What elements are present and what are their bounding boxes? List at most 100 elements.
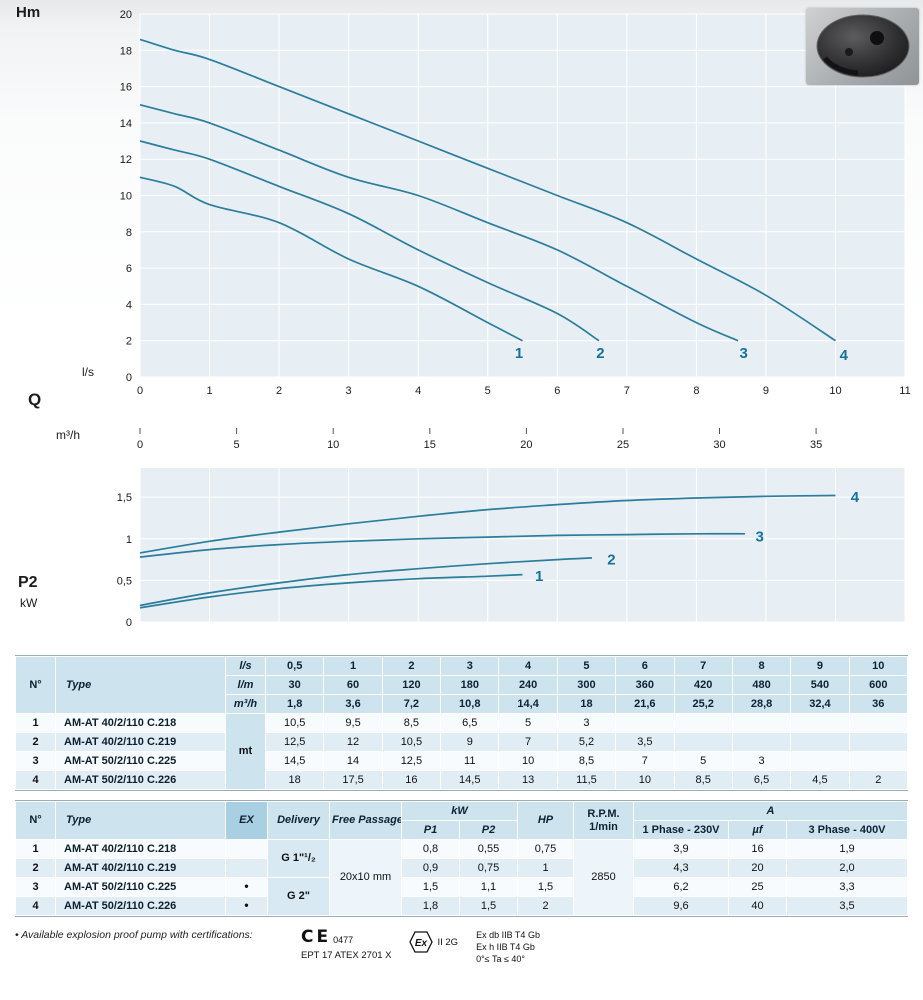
hp-value: 0,75 bbox=[517, 839, 574, 859]
col-header-type: Type bbox=[55, 656, 226, 714]
uf-value: 16 bbox=[728, 839, 787, 859]
header-row: m³/h 1,8 3,6 7,2 10,8 14,4 18 21,6 25,2 28,8 32,4 3… bbox=[16, 694, 909, 714]
curve-2 bbox=[139, 140, 600, 342]
header-row-2: P1 P2 1 Phase - 230V µf 3 Phase - 400V bbox=[16, 820, 908, 840]
y-tick-label: 14 bbox=[120, 118, 132, 130]
flow-header-value: 3 bbox=[440, 656, 500, 676]
flow-header-value: 4 bbox=[498, 656, 558, 676]
flow-header-value: 32,4 bbox=[790, 694, 850, 714]
free-passage-value: 20x10 mm bbox=[329, 839, 402, 916]
y-tick-label: 8 bbox=[126, 227, 132, 239]
flow-header-value: 420 bbox=[673, 675, 733, 695]
head-value: 4,5 bbox=[790, 770, 850, 790]
head-value: 10,5 bbox=[381, 732, 442, 752]
uf-value: 20 bbox=[728, 858, 787, 878]
curve-4 bbox=[139, 494, 836, 554]
atex-category: II 2G bbox=[437, 936, 459, 948]
secondary-x-tick-label: 5 bbox=[234, 439, 240, 451]
flow-header-value: 18 bbox=[556, 694, 617, 714]
curve-2 bbox=[139, 557, 593, 607]
head-value bbox=[790, 732, 850, 752]
head-value: 5 bbox=[498, 713, 558, 733]
curve-label-3: 3 bbox=[756, 528, 764, 545]
x-tick-label: 6 bbox=[554, 385, 560, 397]
y-tick-label: 0 bbox=[126, 372, 132, 384]
curve-label-4: 4 bbox=[851, 489, 860, 506]
phase3-current: 1,9 bbox=[786, 839, 908, 859]
x-tick-label: 5 bbox=[485, 385, 491, 397]
pump-impeller-photo bbox=[806, 8, 919, 85]
flow-header-value: 10 bbox=[848, 656, 909, 676]
x-axis-label-ls: l/s bbox=[82, 365, 94, 379]
row-number: 1 bbox=[15, 839, 56, 859]
y-axis-label-hm: Hm bbox=[16, 4, 41, 21]
col-header-kw: kW bbox=[401, 801, 518, 821]
col-header-3phase: 3 Phase - 400V bbox=[786, 820, 908, 840]
head-value: 16 bbox=[381, 770, 442, 790]
p1-value: 0,9 bbox=[401, 858, 460, 878]
head-value: 11 bbox=[440, 751, 500, 771]
flow-header-value: 14,4 bbox=[498, 694, 558, 714]
performance-table-container: N° Type l/s 0,5 1 2 3 4 5 6 7 8 9 10 l/m 30 60 120 180 240 3… bbox=[15, 655, 909, 791]
phase1-current: 9,6 bbox=[633, 896, 729, 916]
plot-area bbox=[140, 468, 905, 622]
y-tick-label: 16 bbox=[120, 82, 132, 94]
x-tick-label: 9 bbox=[763, 385, 769, 397]
performance-table: N° Type l/s 0,5 1 2 3 4 5 6 7 8 9 10 l/m 30 60 120 180 240 3… bbox=[15, 656, 909, 790]
y-tick-label: 6 bbox=[126, 263, 132, 275]
head-value: 18 bbox=[264, 770, 325, 790]
cert-line: Ex db IIB T4 Gb bbox=[476, 930, 540, 940]
flow-header-value: 9 bbox=[790, 656, 850, 676]
flow-header-value: 1 bbox=[323, 656, 383, 676]
col-header-delivery: Delivery bbox=[267, 801, 330, 840]
row-number: 4 bbox=[15, 770, 56, 790]
head-value: 14 bbox=[323, 751, 383, 771]
atex-mark-block: Ex II 2G bbox=[409, 931, 458, 953]
phase1-current: 6,2 bbox=[633, 877, 729, 897]
y-tick-label: 0 bbox=[126, 617, 132, 629]
head-value bbox=[673, 732, 733, 752]
secondary-x-tick-label: 10 bbox=[327, 439, 339, 451]
hp-value: 2 bbox=[517, 896, 574, 916]
head-value: 12,5 bbox=[381, 751, 442, 771]
x-tick-label: 11 bbox=[899, 385, 910, 397]
flow-header-value: 28,8 bbox=[731, 694, 792, 714]
head-value bbox=[790, 751, 850, 771]
unit-label: l/m bbox=[225, 675, 266, 695]
flow-header-value: 540 bbox=[790, 675, 850, 695]
explosion-proof-note: • Available explosion proof pump with ce… bbox=[15, 929, 253, 941]
cert-line: Ex h IIB T4 Gb bbox=[476, 942, 535, 953]
col-header-free-passage: Free Passage bbox=[329, 801, 402, 840]
phase3-current: 2,0 bbox=[786, 858, 908, 878]
y-axis-label-kw: kW bbox=[20, 596, 38, 610]
flow-header-value: 21,6 bbox=[615, 694, 675, 714]
col-header-ex: EX bbox=[225, 801, 268, 840]
pump-row: 3 AM-AT 50/2/110 C.225 14,5 14 12,5 11 10 8,5 7 5… bbox=[15, 751, 909, 771]
atex-certificate-number: EPT 17 ATEX 2701 X bbox=[301, 950, 392, 961]
head-value: 2 bbox=[848, 770, 909, 790]
x-tick-label: 0 bbox=[137, 385, 143, 397]
impeller-image bbox=[816, 14, 910, 78]
row-number: 1 bbox=[15, 713, 56, 733]
x-axis-label-m3h: m³/h bbox=[56, 428, 80, 442]
curve-4 bbox=[139, 38, 836, 342]
pump-type: AM-AT 50/2/110 C.226 bbox=[55, 770, 226, 790]
head-value: 5,2 bbox=[556, 732, 617, 752]
flow-header-value: 8 bbox=[731, 656, 792, 676]
head-value: 14,5 bbox=[264, 751, 325, 771]
secondary-x-tick-label: 20 bbox=[520, 439, 532, 451]
head-value: 9,5 bbox=[323, 713, 383, 733]
notified-body-number: 0477 bbox=[333, 935, 354, 945]
flow-header-value: 2 bbox=[381, 656, 442, 676]
p2-value: 0,75 bbox=[459, 858, 518, 878]
flow-header-value: 120 bbox=[381, 675, 442, 695]
head-value: 3,5 bbox=[615, 732, 675, 752]
unit-label: l/s bbox=[225, 656, 266, 676]
x-tick-label: 4 bbox=[415, 385, 421, 397]
pump-row: 3 AM-AT 50/2/110 C.225 • G 2" 1,5 1,1 1,5 6,2 25… bbox=[15, 877, 908, 916]
pump-type: AM-AT 40/2/110 C.219 bbox=[55, 858, 226, 878]
ex-mark-text: Ex bbox=[415, 938, 428, 949]
y-tick-label: 10 bbox=[120, 191, 132, 203]
